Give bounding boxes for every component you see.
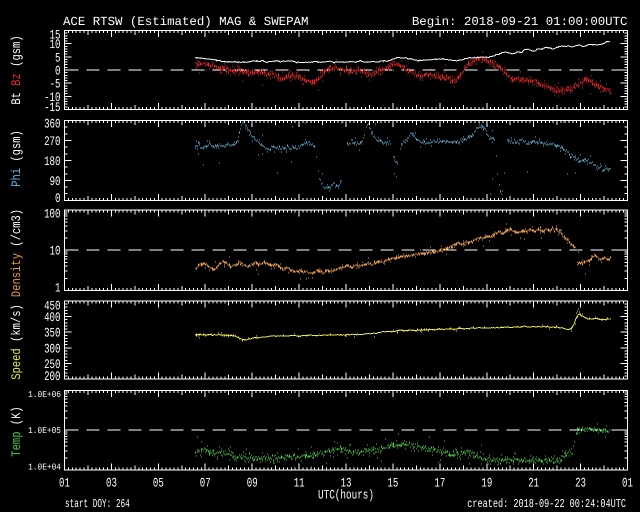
svg-text:10: 10 — [50, 244, 61, 259]
svg-text:17: 17 — [434, 476, 445, 491]
svg-text:05: 05 — [153, 476, 164, 491]
svg-text:10: 10 — [50, 37, 61, 52]
svg-text:100: 100 — [44, 207, 60, 222]
svg-text:Begin: 2018-09-21 01:00:00UTC: Begin: 2018-09-21 01:00:00UTC — [412, 15, 628, 29]
svg-text:13: 13 — [341, 476, 352, 491]
svg-text:360: 360 — [44, 117, 60, 132]
svg-text:07: 07 — [200, 476, 211, 491]
svg-text:300: 300 — [44, 341, 60, 356]
svg-text:21: 21 — [528, 476, 539, 491]
svg-text:15: 15 — [50, 27, 61, 42]
svg-text:250: 250 — [44, 357, 60, 372]
svg-text:1.0E+04: 1.0E+04 — [28, 463, 61, 473]
svg-text:Density (/cm3): Density (/cm3) — [9, 209, 24, 297]
svg-text:01: 01 — [59, 476, 70, 491]
svg-text:03: 03 — [106, 476, 117, 491]
svg-text:Bt Bz (gsm): Bt Bz (gsm) — [9, 35, 24, 104]
svg-text:created: 2018-09-22 00:24:04UT: created: 2018-09-22 00:24:04UTC — [467, 497, 626, 511]
svg-text:90: 90 — [50, 174, 61, 189]
svg-text:180: 180 — [44, 154, 60, 169]
svg-text:11: 11 — [294, 476, 305, 491]
svg-text:Temp (K): Temp (K) — [9, 406, 24, 456]
svg-text:19: 19 — [481, 476, 492, 491]
svg-text:200: 200 — [44, 369, 60, 384]
svg-text:start DOY: 264: start DOY: 264 — [65, 497, 130, 511]
svg-text:23: 23 — [575, 476, 586, 491]
svg-text:-15: -15 — [44, 100, 60, 115]
svg-text:-5: -5 — [50, 77, 61, 92]
svg-text:1.0E+05: 1.0E+05 — [28, 426, 61, 436]
svg-text:-10: -10 — [44, 90, 60, 105]
svg-text:Phi (gsm): Phi (gsm) — [9, 130, 24, 187]
svg-text:450: 450 — [44, 298, 60, 313]
svg-text:1: 1 — [55, 281, 61, 296]
svg-text:Speed (km/s): Speed (km/s) — [9, 304, 24, 380]
svg-text:5: 5 — [55, 50, 61, 65]
svg-text:0: 0 — [55, 191, 61, 206]
svg-text:UTC(hours): UTC(hours) — [318, 488, 374, 503]
svg-text:01: 01 — [622, 476, 633, 491]
svg-text:270: 270 — [44, 134, 60, 149]
svg-text:400: 400 — [44, 310, 60, 325]
svg-text:350: 350 — [44, 326, 60, 341]
svg-text:09: 09 — [247, 476, 258, 491]
svg-text:0: 0 — [55, 64, 61, 79]
svg-text:15: 15 — [387, 476, 398, 491]
svg-text:ACE RTSW (Estimated) MAG & SWE: ACE RTSW (Estimated) MAG & SWEPAM — [63, 15, 308, 29]
svg-text:1.0E+06: 1.0E+06 — [28, 390, 61, 400]
